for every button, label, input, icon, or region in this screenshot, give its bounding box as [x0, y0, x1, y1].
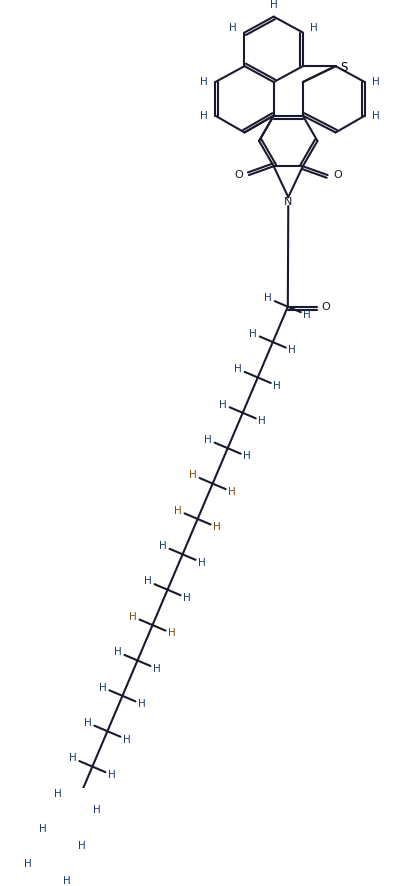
Text: H: H: [168, 628, 176, 639]
Text: H: H: [129, 611, 137, 622]
Text: N: N: [284, 197, 292, 206]
Text: H: H: [249, 329, 257, 338]
Text: H: H: [304, 310, 311, 320]
Text: H: H: [213, 522, 221, 532]
Text: H: H: [219, 400, 227, 409]
Text: H: H: [39, 824, 47, 834]
Text: H: H: [54, 789, 62, 798]
Text: H: H: [24, 859, 32, 869]
Text: H: H: [200, 111, 207, 120]
Text: H: H: [108, 770, 116, 780]
Text: H: H: [289, 346, 296, 355]
Text: H: H: [243, 452, 251, 462]
Text: H: H: [204, 435, 212, 445]
Text: H: H: [228, 487, 236, 497]
Text: H: H: [159, 541, 167, 551]
Text: O: O: [234, 170, 243, 180]
Text: H: H: [265, 293, 272, 303]
Text: H: H: [138, 699, 146, 709]
Text: O: O: [334, 170, 343, 180]
Text: H: H: [189, 470, 197, 480]
Text: H: H: [114, 647, 122, 657]
Text: H: H: [174, 506, 182, 516]
Text: H: H: [373, 111, 380, 120]
Text: H: H: [93, 805, 101, 815]
Text: H: H: [69, 753, 77, 763]
Text: S: S: [340, 61, 347, 74]
Text: H: H: [198, 557, 206, 568]
Text: H: H: [273, 381, 281, 391]
Text: H: H: [200, 77, 207, 87]
Text: H: H: [310, 23, 318, 33]
Text: H: H: [153, 664, 161, 673]
Text: O: O: [321, 302, 330, 312]
Text: H: H: [258, 416, 266, 426]
Text: H: H: [84, 718, 92, 728]
Text: H: H: [99, 682, 107, 693]
Text: H: H: [229, 23, 237, 33]
Text: H: H: [63, 876, 71, 886]
Text: H: H: [78, 841, 86, 851]
Text: H: H: [270, 0, 278, 10]
Text: H: H: [183, 593, 191, 603]
Text: H: H: [234, 364, 242, 374]
Text: H: H: [373, 77, 380, 87]
Text: H: H: [123, 734, 131, 744]
Text: H: H: [144, 577, 152, 587]
